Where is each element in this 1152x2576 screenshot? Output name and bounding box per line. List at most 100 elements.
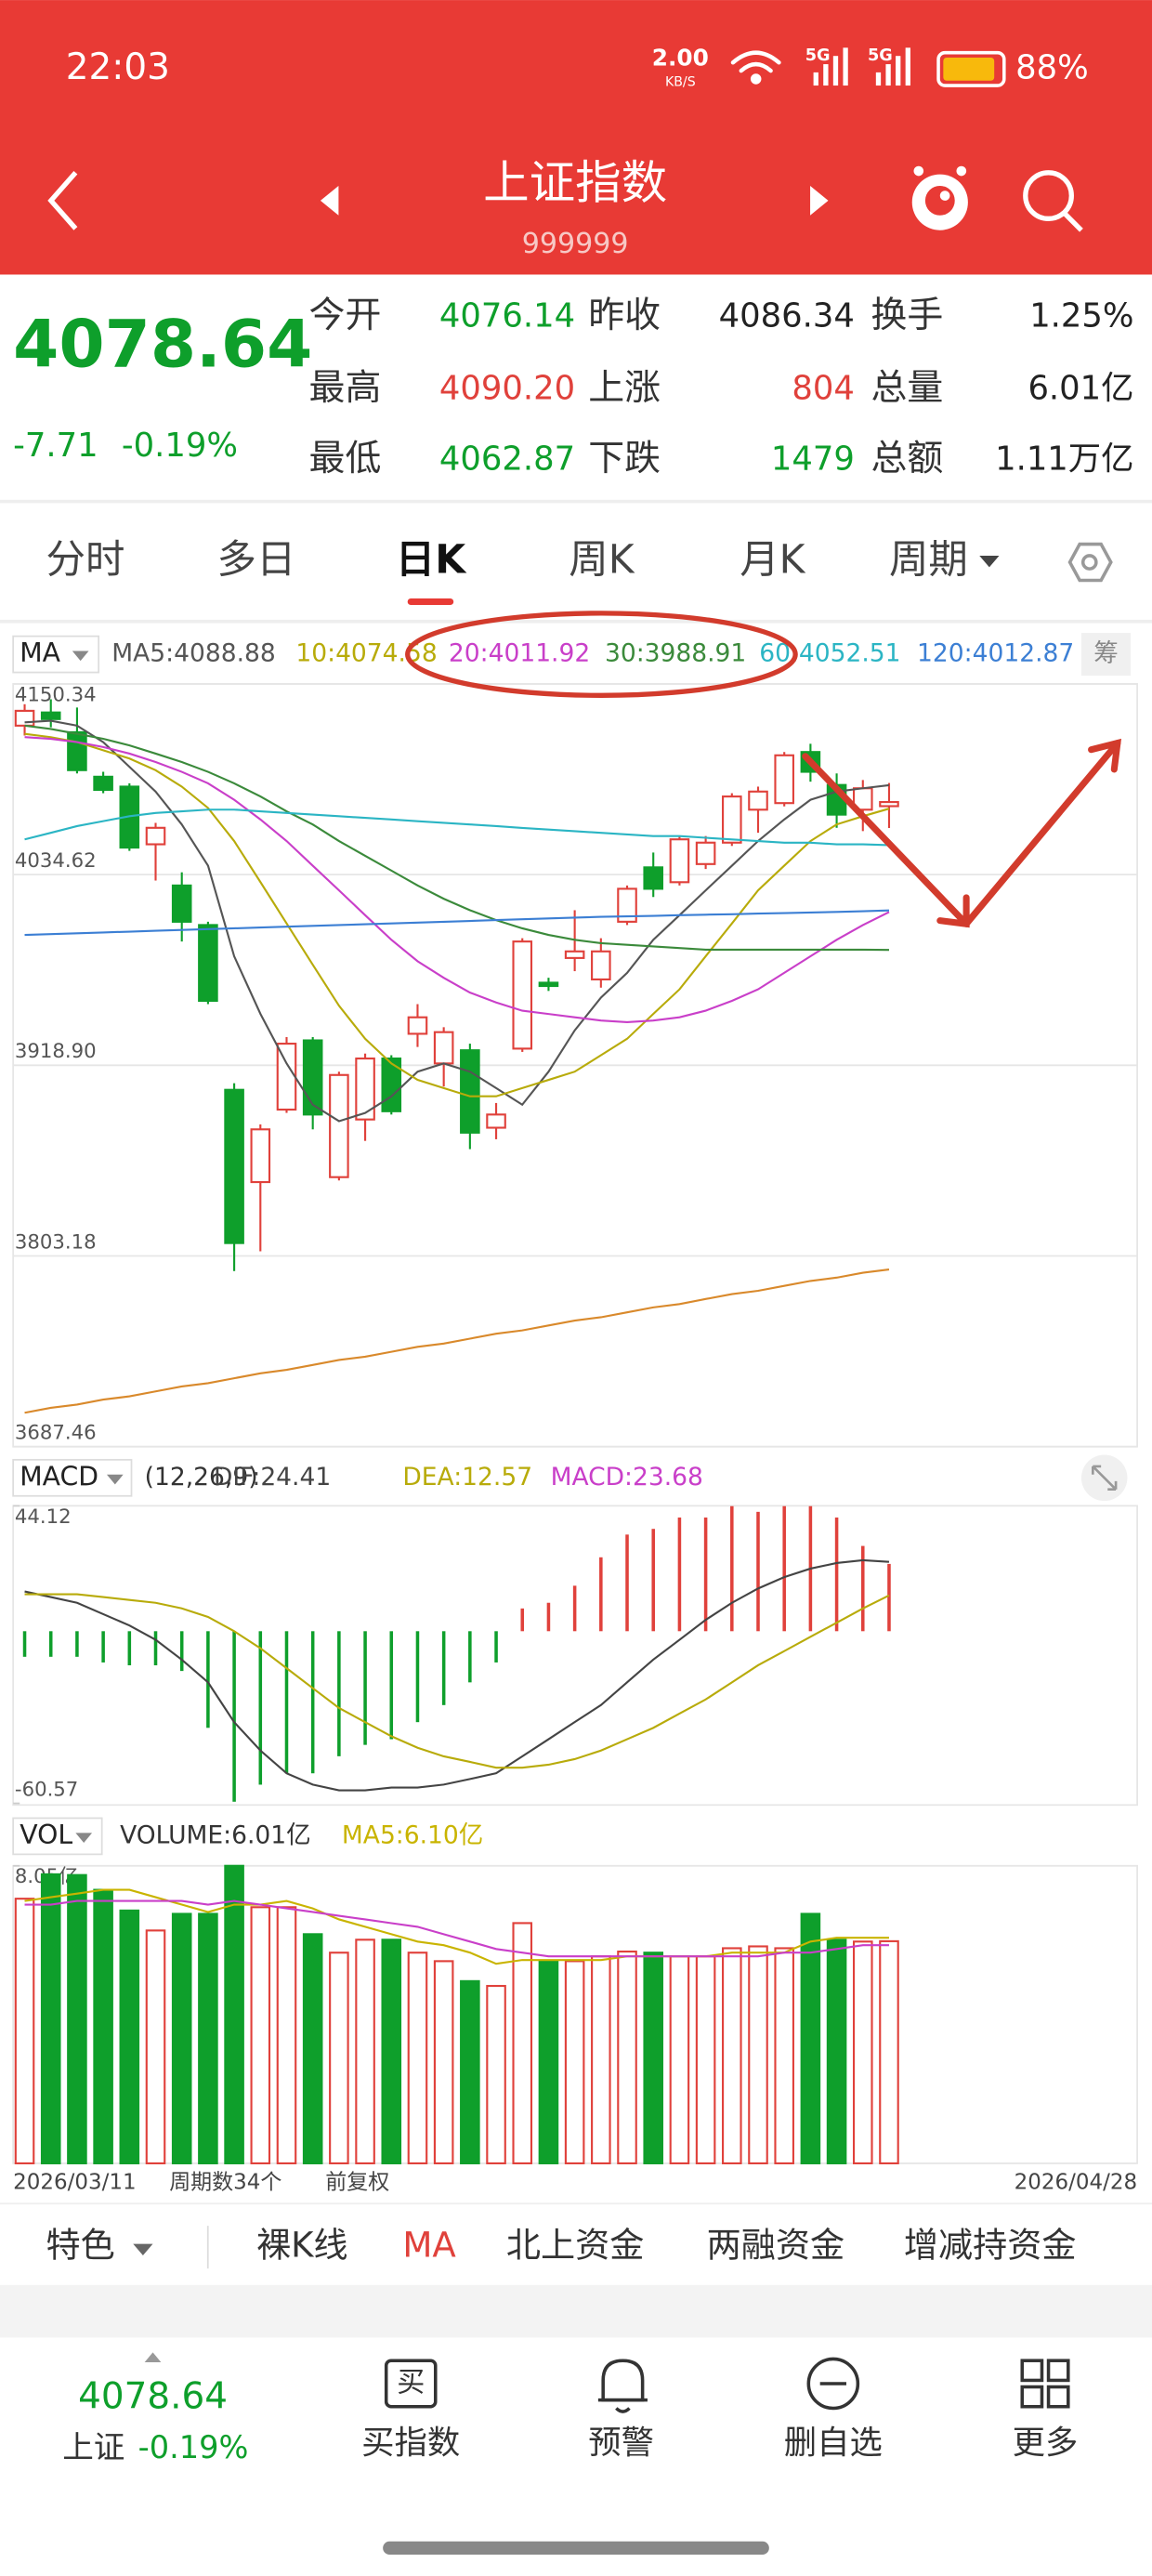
- nav-label[interactable]: 删自选: [784, 2424, 883, 2462]
- volume-bar: [119, 1909, 140, 2165]
- buy-icon[interactable]: [384, 2359, 438, 2409]
- buy-icon-text[interactable]: 买: [397, 2366, 425, 2399]
- candle-body: [695, 841, 716, 865]
- x-tick-label: 2026/03/11: [13, 2171, 136, 2195]
- nav-price[interactable]: 4078.64: [78, 2375, 228, 2417]
- indicator-name[interactable]: MACD: [20, 1461, 98, 1492]
- macd-bar: [703, 1517, 708, 1632]
- macd-bar: [337, 1631, 341, 1756]
- dropdown-caret: [979, 555, 1000, 568]
- candle-body: [486, 1113, 506, 1129]
- more-icon[interactable]: [1020, 2359, 1070, 2409]
- chip-button-label[interactable]: 筹: [1093, 639, 1119, 668]
- candle-body: [512, 940, 533, 1050]
- plot-frame: [12, 1505, 1138, 1807]
- period-tab[interactable]: 月K: [740, 538, 805, 584]
- candle-body: [748, 790, 768, 811]
- indicator-params: (12,26,9): [145, 1463, 258, 1492]
- macd-bar: [782, 1505, 786, 1632]
- feature-tab[interactable]: 两融资金: [707, 2226, 845, 2266]
- volume-bar: [591, 1955, 611, 2165]
- macd-bar: [232, 1631, 236, 1802]
- quote-stats: 今开 4076.14 昨收 4086.34 换手 1.25% 最高 4090.20 上涨 804 总…: [309, 295, 1134, 480]
- candle-body: [67, 730, 87, 771]
- back-button[interactable]: [47, 171, 78, 230]
- macd-bar: [494, 1631, 498, 1663]
- macd-bar: [415, 1631, 420, 1723]
- volume-bar: [14, 1898, 35, 2165]
- y-tick-label: 3687.46: [15, 1422, 97, 1445]
- mascot-button[interactable]: [911, 165, 968, 230]
- feature-tab[interactable]: MA: [402, 2226, 456, 2266]
- prev-button[interactable]: [320, 185, 339, 216]
- period-tab[interactable]: 日K: [396, 538, 467, 584]
- period-tab[interactable]: 多日: [217, 538, 296, 584]
- nav-index-name[interactable]: 上证: [62, 2429, 124, 2465]
- candle-body: [538, 981, 559, 988]
- battery-level: [943, 57, 995, 81]
- candle-body: [460, 1049, 480, 1134]
- volume-bar: [852, 1940, 873, 2165]
- header-bg: [0, 0, 1152, 275]
- stat-value: 804: [792, 369, 855, 407]
- stat-value: 6.01亿: [1028, 369, 1133, 407]
- expand-button[interactable]: [1080, 1454, 1128, 1502]
- indicator-line: [24, 719, 890, 1123]
- candle-body: [355, 1057, 375, 1121]
- macd-bar: [310, 1631, 315, 1774]
- period-tab[interactable]: 周期: [889, 538, 968, 584]
- indicator-line: [24, 736, 890, 1024]
- macd-bar: [887, 1563, 891, 1632]
- macd-bar: [756, 1511, 760, 1632]
- settings-button[interactable]: [1067, 542, 1113, 583]
- macd-bar: [677, 1517, 682, 1632]
- y-tick-label: 4034.62: [15, 849, 97, 873]
- macd-bar: [468, 1631, 472, 1683]
- y-tick-label: 3918.90: [15, 1040, 97, 1063]
- indicator-name[interactable]: VOL: [20, 1820, 72, 1850]
- feature-tab[interactable]: 北上资金: [506, 2226, 645, 2266]
- feature-tab[interactable]: 增减持资金: [904, 2226, 1077, 2266]
- remove-icon[interactable]: [806, 2357, 860, 2411]
- expand-caret: [144, 2352, 162, 2362]
- period-tabs: 分时 多日 日K 周K 月K 周期: [46, 538, 1000, 606]
- alert-icon[interactable]: [597, 2359, 648, 2413]
- candle-body: [722, 795, 742, 844]
- period-tab[interactable]: 分时: [46, 538, 125, 584]
- indicator-name[interactable]: MA: [20, 637, 60, 668]
- candle-body: [224, 1088, 244, 1244]
- feature-tab[interactable]: 特色: [46, 2226, 115, 2266]
- indicator-line: [24, 1558, 890, 1792]
- search-button[interactable]: [1023, 170, 1083, 232]
- macd-bar: [48, 1631, 53, 1657]
- price-change: -7.71: [13, 427, 98, 465]
- macd-bar: [101, 1631, 105, 1663]
- next-button[interactable]: [810, 185, 829, 216]
- feature-tab[interactable]: 裸K线: [256, 2226, 348, 2266]
- candle-body: [591, 950, 611, 980]
- macd-bar: [153, 1631, 158, 1666]
- nav-label[interactable]: 买指数: [361, 2424, 460, 2462]
- candle-body: [407, 1016, 428, 1035]
- macd-bar: [834, 1517, 839, 1632]
- period-tab[interactable]: 周K: [569, 538, 635, 584]
- stat-value: 1479: [771, 440, 855, 478]
- macd-bar: [363, 1631, 367, 1745]
- stat-label: 总量: [871, 367, 944, 409]
- indicator-line: [24, 808, 890, 847]
- annotation-ellipse: [405, 611, 798, 698]
- nav-label[interactable]: 预警: [588, 2424, 654, 2462]
- nav-label[interactable]: 更多: [1013, 2424, 1079, 2462]
- nav-change[interactable]: -0.19%: [138, 2429, 249, 2465]
- active-tab-indicator: [407, 598, 454, 606]
- battery-icon: [936, 50, 1006, 87]
- volume-bar: [381, 1939, 402, 2165]
- chip-button[interactable]: [1080, 633, 1132, 677]
- annotation-arrows: [802, 738, 1122, 928]
- volume-bar: [748, 1945, 768, 2165]
- macd-bar: [206, 1631, 210, 1728]
- candle-body: [250, 1128, 271, 1184]
- candle-body: [433, 1031, 454, 1065]
- volume-bar: [224, 1864, 244, 2165]
- dropdown-caret: [75, 1833, 93, 1844]
